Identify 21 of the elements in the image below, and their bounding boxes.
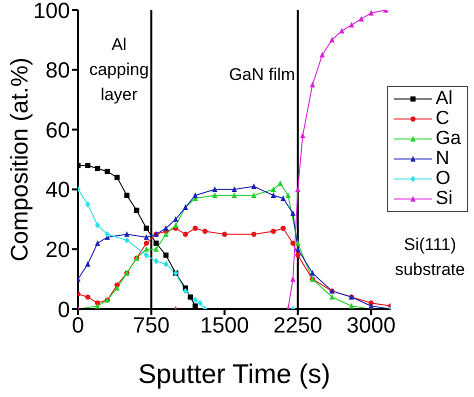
y-tick-label: 80 [46, 58, 70, 83]
text: Si(111) substrate [395, 234, 465, 281]
y-tick-label: 40 [46, 177, 70, 202]
legend-label: O [436, 168, 450, 189]
legend-label: Al [436, 88, 453, 109]
annotation: GaN film [228, 64, 296, 86]
x-tick-label: 3000 [346, 312, 396, 338]
x-tick-label: 1500 [200, 312, 250, 338]
annotation: Al capping layer [89, 34, 149, 106]
legend-label: Si [436, 188, 453, 209]
y-tick-label: 100 [33, 0, 70, 23]
legend-label: Ga [436, 128, 461, 149]
legend-label: C [436, 108, 450, 129]
legend-label: N [436, 148, 450, 169]
x-tick-label: 750 [132, 312, 170, 338]
y-tick-label: 60 [46, 117, 70, 142]
y-tick-label: 0 [58, 296, 70, 322]
x-tick-label: 2250 [273, 312, 322, 338]
x-axis-title: Sputter Time (s) [138, 359, 330, 389]
y-tick-label: 20 [46, 237, 70, 262]
y-axis-title: Composition (at.%) [6, 57, 34, 262]
